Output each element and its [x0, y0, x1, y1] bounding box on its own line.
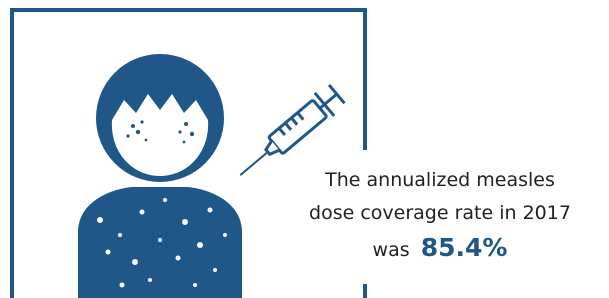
- caption-highlight: 85.4%: [421, 233, 508, 262]
- caption-line: The annualized measles: [324, 169, 555, 191]
- caption-line: was 85.4%: [373, 233, 508, 262]
- page: The annualized measles dose coverage rat…: [0, 0, 609, 298]
- person-icon: [78, 54, 242, 298]
- body: [78, 187, 242, 298]
- caption-line: dose coverage rate in 2017: [309, 202, 571, 224]
- infographic: The annualized measles dose coverage rat…: [0, 0, 609, 298]
- caption-prefix: was: [373, 239, 410, 261]
- syringe-needle: [240, 152, 268, 175]
- syringe-barrel: [268, 100, 327, 154]
